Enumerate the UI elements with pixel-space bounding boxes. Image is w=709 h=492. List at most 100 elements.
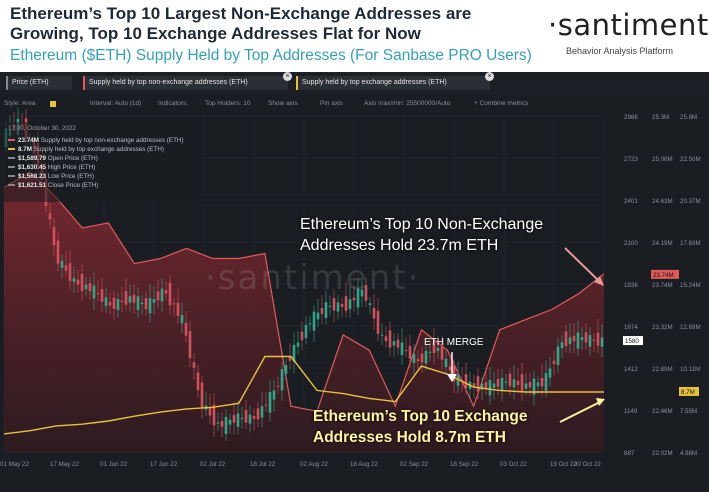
price-axis-tick: 2986 — [624, 114, 638, 121]
price-candle — [324, 302, 328, 319]
nonexchange-axis-tick: 23.74M — [652, 282, 673, 289]
price-candle — [216, 422, 220, 424]
nonexchange-axis-tick: 22.89M — [652, 366, 673, 373]
price-candle — [328, 305, 332, 307]
close-icon[interactable]: × — [283, 72, 292, 81]
interval-selector[interactable]: Interval: Auto (1d) — [90, 100, 142, 107]
tab-exchange-label: Supply held by top exchange addresses (E… — [302, 79, 447, 86]
price-candle — [120, 300, 124, 302]
price-candle — [316, 312, 320, 320]
price-candle — [116, 299, 120, 311]
indicators-selector[interactable]: Indicators: — [158, 100, 188, 107]
show-axis-toggle[interactable]: Show axis — [268, 100, 298, 107]
price-current-badge-label: 1580 — [625, 338, 639, 345]
price-axis-tick: 1674 — [624, 324, 638, 331]
x-tick-label: 01 May 22 — [0, 461, 29, 468]
price-candle — [252, 415, 256, 420]
tab-nonexchange[interactable]: Supply held by top non-exchange addresse… — [83, 72, 292, 90]
price-candle — [552, 360, 556, 364]
price-candle — [112, 297, 116, 309]
price-axis-tick: 1836 — [624, 282, 638, 289]
price-candle — [184, 322, 188, 336]
price-candle — [520, 374, 524, 391]
price-candle — [68, 263, 72, 281]
price-candle — [160, 288, 164, 302]
price-candle — [424, 350, 428, 364]
price-candle — [384, 336, 388, 342]
price-candle — [532, 378, 536, 395]
holders-selector[interactable]: Top Holders: 10 — [205, 100, 251, 107]
combine-metrics-button[interactable]: + Combine metrics — [474, 100, 529, 107]
exchange-current-badge-label: 8.7M — [681, 389, 695, 396]
price-candle — [76, 279, 80, 285]
price-candle — [416, 358, 420, 362]
price-candle — [304, 324, 308, 339]
price-candle — [336, 302, 340, 312]
price-candle — [136, 296, 140, 310]
price-candle — [340, 303, 344, 308]
nonexchange-axis-tick: 22.46M — [652, 408, 673, 415]
chart-subtitle: Ethereum ($ETH) Supply Held by Top Addre… — [10, 47, 532, 64]
nonexchange-current-badge — [651, 269, 679, 279]
price-axis-tick: 2401 — [624, 198, 638, 205]
nonexchange-annotation: Ethereum’s Top 10 Non-Exchange Addresses… — [300, 216, 544, 254]
exchange-axis-tick: 10.11M — [680, 366, 700, 373]
price-candle — [196, 372, 200, 391]
exchange-axis-tick: 12.69M — [680, 324, 701, 331]
price-candle — [412, 354, 416, 364]
price-candle — [84, 284, 88, 290]
price-candle — [464, 373, 468, 389]
price-candle — [448, 366, 452, 371]
axis-maxmin-setting[interactable]: Axis max/min: 25500000/Auto — [364, 100, 451, 107]
price-current-badge — [623, 336, 643, 346]
price-candle — [400, 342, 404, 355]
price-candle — [108, 301, 112, 306]
price-candle — [280, 369, 284, 391]
price-candle — [48, 213, 52, 220]
color-swatch[interactable] — [50, 101, 56, 107]
close-icon[interactable]: × — [485, 72, 494, 81]
legend-row: $1,621.51 Close Price (ETH) — [8, 182, 99, 189]
price-candle — [544, 373, 548, 391]
price-candle — [168, 282, 172, 306]
price-candle — [236, 413, 240, 427]
tab-exchange[interactable]: Supply held by top exchange addresses (E… — [296, 72, 494, 90]
legend-row: 23.74M Supply held by top non-exchange a… — [8, 137, 184, 144]
tab-price[interactable]: Price (ETH) — [6, 76, 72, 90]
price-candle — [200, 382, 204, 409]
metric-tabs: Price (ETH) Supply held by top non-excha… — [0, 72, 709, 94]
price-candle — [560, 342, 564, 349]
price-candle — [188, 331, 192, 359]
legend-timestamp: 17:00, October 30, 2022 — [8, 125, 76, 132]
price-candle — [528, 382, 532, 388]
nonexchange-axis-tick: 24.63M — [652, 198, 673, 205]
exchange-axis-tick: 7.55M — [680, 408, 697, 415]
price-candle — [476, 376, 480, 392]
price-candle — [192, 362, 196, 368]
price-candle — [376, 310, 380, 334]
nonexchange-axis-tick: 25.3M — [652, 114, 669, 121]
nonexchange-arrow-head — [594, 276, 604, 286]
price-candle — [124, 291, 128, 305]
style-selector[interactable]: Style: Area — [4, 100, 36, 107]
price-candle — [360, 289, 364, 297]
price-candle — [260, 406, 264, 418]
pin-axis-toggle[interactable]: Pin axis — [320, 100, 343, 107]
price-candle — [276, 385, 280, 387]
price-candle — [224, 416, 228, 435]
price-candle — [504, 381, 508, 383]
price-candle — [172, 303, 176, 305]
nonexchange-axis-tick: 24.19M — [652, 240, 673, 247]
x-tick-label: 18 Sep 22 — [450, 461, 479, 468]
price-candle — [548, 368, 552, 378]
exchange-current-badge — [679, 386, 699, 396]
price-candle — [64, 265, 68, 271]
price-candle — [140, 302, 144, 305]
exchange-axis-tick: 4.98M — [680, 450, 697, 457]
price-candle — [228, 419, 232, 425]
nonexchange-current-badge-label: 23.74M — [653, 272, 674, 279]
price-candle — [444, 358, 448, 368]
price-candle — [240, 417, 244, 419]
price-candle — [256, 408, 260, 420]
price-candle — [372, 307, 376, 319]
